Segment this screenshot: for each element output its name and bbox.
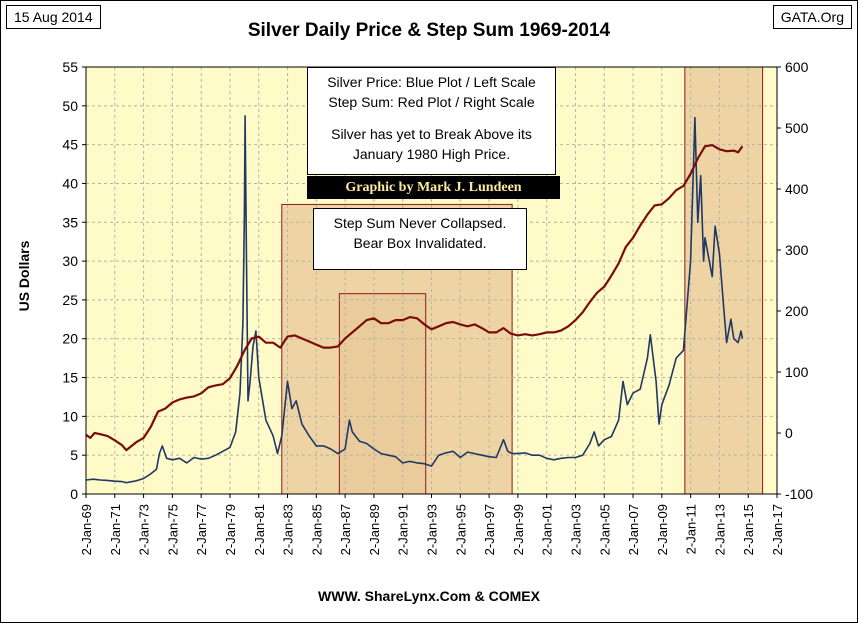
y-tick-label-left: 40 bbox=[62, 175, 78, 191]
y-tick-label-right: 300 bbox=[785, 242, 809, 258]
x-tick-label: 2-Jan-11 bbox=[684, 504, 699, 554]
bear-box-note: Step Sum Never Collapsed. Bear Box Inval… bbox=[313, 208, 527, 270]
y-tick-label-left: 5 bbox=[70, 447, 78, 463]
y-tick-label-left: 15 bbox=[62, 370, 78, 386]
silver-price-line bbox=[86, 115, 744, 484]
x-tick-label: 2-Jan-93 bbox=[425, 504, 440, 555]
x-tick-label: 2-Jan-07 bbox=[626, 504, 641, 555]
x-tick-label: 2-Jan-81 bbox=[252, 504, 267, 555]
shaded-box-1 bbox=[338, 293, 427, 494]
x-tick-label: 2-Jan-79 bbox=[223, 504, 238, 555]
chart-title: Silver Daily Price & Step Sum 1969-2014 bbox=[247, 20, 611, 41]
x-tick-label: 2-Jan-09 bbox=[655, 504, 670, 555]
x-tick-label: 2-Jan-17 bbox=[770, 504, 785, 555]
y-tick-label-left: 55 bbox=[62, 59, 78, 75]
x-tick-label: 2-Jan-75 bbox=[165, 504, 180, 555]
x-tick-label: 2-Jan-69 bbox=[79, 504, 94, 555]
x-tick-label: 2-Jan-89 bbox=[367, 504, 382, 555]
y-tick-label-left: 25 bbox=[62, 292, 78, 308]
x-tick-label: 2-Jan-03 bbox=[568, 504, 583, 555]
y-tick-label-right: 200 bbox=[785, 303, 809, 319]
x-tick-label: 2-Jan-99 bbox=[511, 504, 526, 555]
legend-line-4: January 1980 High Price. bbox=[352, 146, 511, 162]
x-tick-label: 2-Jan-13 bbox=[712, 504, 727, 555]
y-tick-label-right: 600 bbox=[785, 59, 809, 75]
x-tick-label: 2-Jan-05 bbox=[597, 504, 612, 555]
y-tick-label-right: 100 bbox=[785, 364, 809, 380]
y-tick-label-left: 45 bbox=[62, 137, 78, 153]
y-tick-label-right: 500 bbox=[785, 120, 809, 136]
bear-note-line-1: Step Sum Never Collapsed. bbox=[333, 215, 507, 231]
date-label: 15 Aug 2014 bbox=[6, 5, 101, 29]
x-tick-label: 2-Jan-91 bbox=[396, 504, 411, 555]
y-tick-label-left: 30 bbox=[62, 253, 78, 269]
x-tick-label: 2-Jan-97 bbox=[482, 504, 497, 555]
x-tick-label: 2-Jan-77 bbox=[194, 504, 209, 555]
legend-line-1: Silver Price: Blue Plot / Left Scale bbox=[327, 74, 536, 90]
y-tick-label-right: 0 bbox=[785, 425, 793, 441]
legend-line-3: Silver has yet to Break Above its bbox=[331, 126, 532, 142]
y-tick-label-left: 10 bbox=[62, 408, 78, 424]
legend-line-2: Step Sum: Red Plot / Right Scale bbox=[328, 94, 535, 110]
x-tick-label: 2-Jan-95 bbox=[453, 504, 468, 555]
footer-source: WWW. ShareLynx.Com & COMEX bbox=[318, 588, 540, 604]
x-tick-label: 2-Jan-87 bbox=[338, 504, 353, 555]
y-tick-label-left: 0 bbox=[70, 486, 78, 502]
y-tick-label-left: 20 bbox=[62, 331, 78, 347]
x-tick-label: 2-Jan-83 bbox=[281, 504, 296, 555]
y-axis-label: US Dollars bbox=[16, 240, 32, 312]
step-sum-line bbox=[86, 144, 744, 452]
source-label: GATA.Org bbox=[772, 5, 852, 29]
y-tick-label-right: 400 bbox=[785, 181, 809, 197]
bear-note-line-2: Bear Box Invalidated. bbox=[353, 235, 487, 251]
credit-banner: Graphic by Mark J. Lundeen bbox=[307, 176, 560, 199]
y-tick-label-left: 35 bbox=[62, 214, 78, 230]
x-tick-label: 2-Jan-73 bbox=[137, 504, 152, 555]
y-tick-label-left: 50 bbox=[62, 98, 78, 114]
x-tick-label: 2-Jan-15 bbox=[741, 504, 756, 555]
shaded-box-2 bbox=[684, 67, 764, 494]
x-tick-label: 2-Jan-85 bbox=[309, 504, 324, 555]
x-tick-label: 2-Jan-01 bbox=[540, 504, 555, 555]
y-tick-label-right: -100 bbox=[785, 486, 813, 502]
x-tick-label: 2-Jan-71 bbox=[108, 504, 123, 555]
legend-note: Silver Price: Blue Plot / Left Scale Ste… bbox=[307, 67, 556, 175]
